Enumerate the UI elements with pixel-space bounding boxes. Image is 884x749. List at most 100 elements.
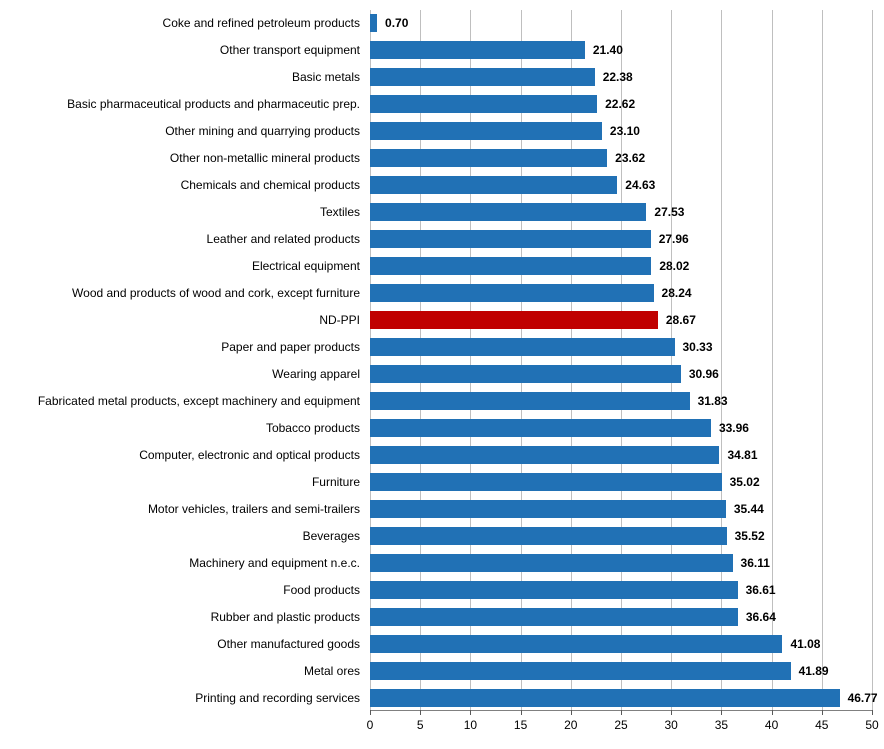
category-label: Textiles [0,199,360,226]
value-label: 22.38 [603,64,633,91]
value-label: 27.53 [654,199,684,226]
bar [370,95,597,113]
bar [370,689,840,707]
chart-row: ND-PPI 28.67 [0,307,884,334]
bar [370,392,690,410]
value-label: 35.44 [734,496,764,523]
x-tick [671,710,672,715]
value-label: 24.63 [625,172,655,199]
bar [370,635,782,653]
category-label: Fabricated metal products, except machin… [0,388,360,415]
chart-row: Basic pharmaceutical products and pharma… [0,91,884,118]
bar [370,68,595,86]
category-label: Basic metals [0,64,360,91]
x-tick [872,710,873,715]
bar [370,122,602,140]
category-label: Beverages [0,523,360,550]
value-label: 30.96 [689,361,719,388]
bar [370,176,617,194]
category-label: Other transport equipment [0,37,360,64]
x-axis-label: 30 [665,718,678,732]
x-axis-label: 15 [514,718,527,732]
x-axis-label: 20 [564,718,577,732]
value-label: 22.62 [605,91,635,118]
category-label: Wood and products of wood and cork, exce… [0,280,360,307]
bar [370,662,791,680]
x-axis-label: 50 [865,718,878,732]
category-label: Rubber and plastic products [0,604,360,631]
x-tick [621,710,622,715]
bar-highlight [370,311,658,329]
chart-row: Printing and recording services 46.77 [0,685,884,712]
category-label: Motor vehicles, trailers and semi-traile… [0,496,360,523]
value-label: 27.96 [659,226,689,253]
category-label: Coke and refined petroleum products [0,10,360,37]
category-label: Machinery and equipment n.e.c. [0,550,360,577]
value-label: 36.11 [741,550,770,577]
value-label: 46.77 [848,685,878,712]
x-tick [772,710,773,715]
category-label: Tobacco products [0,415,360,442]
category-label: Basic pharmaceutical products and pharma… [0,91,360,118]
bar [370,41,585,59]
chart-row: Other transport equipment21.40 [0,37,884,64]
x-axis-label: 10 [464,718,477,732]
chart-row: Furniture 35.02 [0,469,884,496]
x-axis-label: 45 [815,718,828,732]
x-tick [521,710,522,715]
chart-row: Motor vehicles, trailers and semi-traile… [0,496,884,523]
bar [370,581,738,599]
bar [370,365,681,383]
chart-row: Fabricated metal products, except machin… [0,388,884,415]
category-label: Metal ores [0,658,360,685]
category-label: Food products [0,577,360,604]
bar [370,446,719,464]
chart-row: Chemicals and chemical products 24.63 [0,172,884,199]
x-tick [470,710,471,715]
chart-row: Wood and products of wood and cork, exce… [0,280,884,307]
category-label: Wearing apparel [0,361,360,388]
x-tick [571,710,572,715]
value-label: 23.62 [615,145,645,172]
category-label: Electrical equipment [0,253,360,280]
bar [370,527,727,545]
category-label: Other manufactured goods [0,631,360,658]
x-axis-label: 25 [614,718,627,732]
value-label: 31.83 [698,388,728,415]
x-axis-label: 35 [715,718,728,732]
chart-row: Paper and paper products30.33 [0,334,884,361]
chart-row: Wearing apparel 30.96 [0,361,884,388]
chart-row: Metal ores 41.89 [0,658,884,685]
category-label: ND-PPI [0,307,360,334]
category-label: Printing and recording services [0,685,360,712]
bar [370,500,726,518]
chart-row: Basic metals 22.38 [0,64,884,91]
category-label: Furniture [0,469,360,496]
chart-row: Coke and refined petroleum products0.70 [0,10,884,37]
bar [370,284,654,302]
bar [370,473,722,491]
chart-container: Coke and refined petroleum products0.70O… [0,0,884,749]
category-label: Chemicals and chemical products [0,172,360,199]
chart-row: Other non-metallic mineral products23.62 [0,145,884,172]
x-axis-label: 0 [367,718,374,732]
value-label: 28.67 [666,307,696,334]
chart-row: Machinery and equipment n.e.c. 36.11 [0,550,884,577]
value-label: 41.89 [799,658,829,685]
value-label: 35.02 [730,469,760,496]
chart-row: Food products36.61 [0,577,884,604]
chart-row: Beverages35.52 [0,523,884,550]
chart-row: Textiles 27.53 [0,199,884,226]
value-label: 36.64 [746,604,776,631]
value-label: 41.08 [790,631,820,658]
bar [370,230,651,248]
x-tick [822,710,823,715]
chart-row: Rubber and plastic products 36.64 [0,604,884,631]
value-label: 33.96 [719,415,749,442]
category-label: Leather and related products [0,226,360,253]
value-label: 34.81 [727,442,757,469]
value-label: 30.33 [683,334,713,361]
category-label: Other mining and quarrying products [0,118,360,145]
chart-row: Computer, electronic and optical product… [0,442,884,469]
x-axis-label: 5 [417,718,424,732]
